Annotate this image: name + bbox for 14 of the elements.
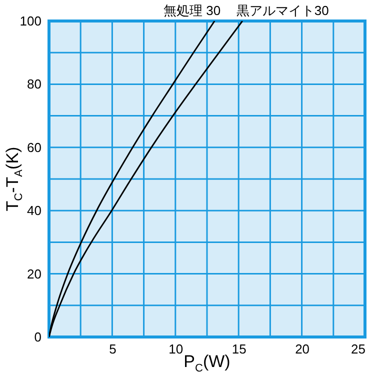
series-label: 黒アルマイト30 [236, 3, 329, 18]
y-tick-label: 40 [27, 203, 42, 218]
x-axis-title: P$_{C}$(W) [184, 352, 230, 374]
y-tick-label: 100 [20, 14, 42, 28]
x-tick-label: 5 [109, 342, 116, 356]
x-tick-label: 20 [295, 342, 310, 356]
x-tick-label: 25 [351, 342, 366, 356]
y-tick-label: 60 [27, 140, 42, 155]
y-tick-label: 20 [27, 266, 42, 282]
x-tick-label: 15 [232, 342, 246, 356]
x-tick-label: 10 [168, 342, 184, 356]
y-tick-label: 0 [34, 330, 42, 344]
series-label: 無処理 30 [164, 3, 221, 18]
y-tick-label: 80 [27, 76, 42, 92]
